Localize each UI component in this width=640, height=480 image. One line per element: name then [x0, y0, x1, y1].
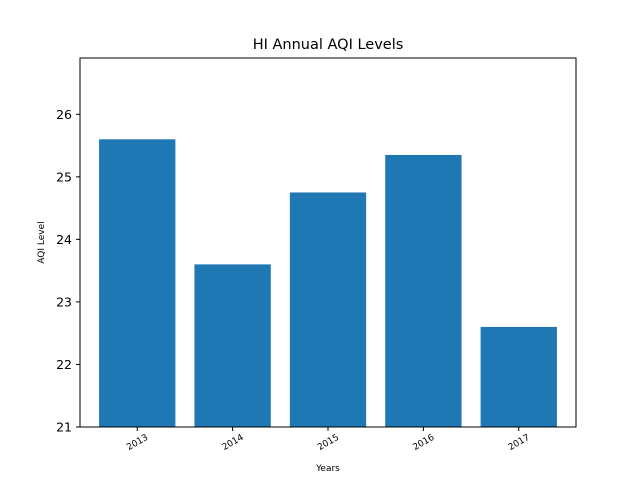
bars-group	[99, 139, 557, 427]
bar-2015	[289, 192, 367, 427]
bar-2013	[99, 139, 176, 427]
y-tick-label: 24	[56, 232, 72, 247]
y-tick-label: 22	[56, 357, 72, 372]
bar-2014	[194, 264, 271, 427]
y-axis-label: AQI Level	[37, 221, 47, 263]
y-tick-label: 23	[56, 294, 72, 309]
y-tick-label: 25	[56, 169, 72, 184]
bar-2016	[385, 154, 462, 427]
y-ticks-group: 21 22 23 24 25 26	[56, 107, 80, 435]
chart-title: HI Annual AQI Levels	[253, 37, 404, 53]
plot-frame	[79, 57, 577, 428]
y-tick-label: 21	[56, 420, 72, 435]
bar-2017	[480, 326, 557, 427]
x-axis-label: Years	[315, 464, 340, 474]
y-tick-label: 26	[56, 107, 72, 122]
